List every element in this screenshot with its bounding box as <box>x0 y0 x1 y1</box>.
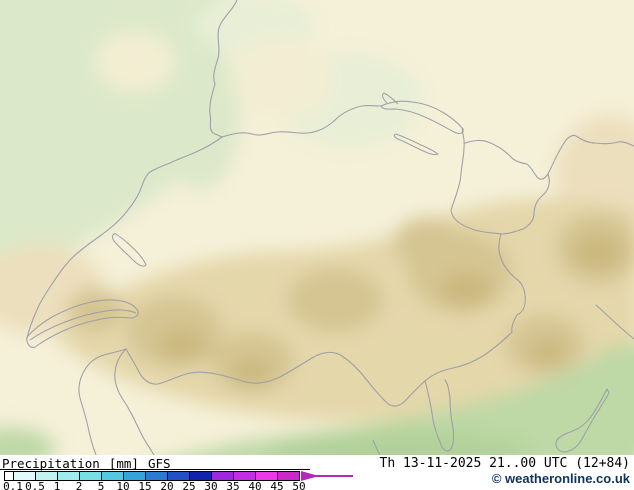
lake-zurich <box>393 133 439 156</box>
legend-cell <box>5 472 14 480</box>
terrain-blob <box>160 40 240 190</box>
border-rhine-north <box>209 0 238 138</box>
legend-cell <box>190 472 212 480</box>
legend-title: Precipitation <box>2 456 100 471</box>
legend-cell <box>124 472 146 480</box>
lake-como <box>555 388 610 453</box>
terrain-blob <box>440 272 492 308</box>
lake-maggiore <box>372 439 381 455</box>
border-rhine-valley <box>450 127 502 235</box>
lakes <box>26 92 610 455</box>
forecast-meta: Th 13-11-2025 21..00 UTC (12+84) © weath… <box>380 456 630 487</box>
terrain-blob <box>158 329 206 361</box>
terrain-blob <box>394 217 462 269</box>
legend-footer: Precipitation [mm] GFS 0.1 0.5 1 2 5 10 15 20 25 30… <box>0 455 634 490</box>
legend-tick-label: 45 <box>270 480 284 490</box>
lake-constance-arm <box>382 92 399 105</box>
legend-cell <box>256 472 278 480</box>
terrain-blob <box>232 38 332 122</box>
legend-tick-label: 20 <box>160 480 174 490</box>
border-french-alps-b <box>78 348 127 455</box>
legend-tick-label: 0.5 <box>25 480 45 490</box>
valid-time: Th 13-11-2025 21..00 UTC (12+84) <box>379 456 630 471</box>
border-ticino-loop <box>424 379 455 452</box>
terrain-layer <box>0 0 634 455</box>
legend-cell <box>14 472 36 480</box>
terrain-blob <box>287 268 383 332</box>
legend-tick-label: 50 <box>292 480 306 490</box>
legend-tick-label: 40 <box>248 480 262 490</box>
legend-underline <box>0 469 310 470</box>
terrain-blob <box>530 339 566 365</box>
arrow-tail <box>301 475 353 477</box>
legend-heading: Precipitation [mm] GFS <box>2 456 180 471</box>
terrain-blob <box>574 234 622 270</box>
legend-cell <box>146 472 168 480</box>
map-image <box>0 0 634 455</box>
legend-tick-label: 10 <box>116 480 130 490</box>
terrain-povalley <box>186 344 634 455</box>
legend-cell <box>234 472 256 480</box>
terrain-blob <box>232 359 272 385</box>
legend-tick-label: 1 <box>53 480 61 490</box>
legend-tick-label: 30 <box>204 480 218 490</box>
lake-geneva-border-line <box>29 309 137 341</box>
legend-model: GFS <box>147 456 171 471</box>
border-graubuenden <box>498 173 550 333</box>
legend-cell <box>102 472 124 480</box>
legend-tick-label: 25 <box>182 480 196 490</box>
border-italy-east <box>595 304 634 340</box>
arrow-head-icon <box>301 471 319 481</box>
border-jura-west <box>26 136 223 339</box>
legend-cell <box>278 472 299 480</box>
legend-cell <box>168 472 190 480</box>
border-swiss-italian <box>125 331 513 407</box>
legend-unit: [mm] <box>108 456 139 471</box>
legend-tick-label: 0.1 <box>3 480 23 490</box>
legend-tick-label: 2 <box>75 480 83 490</box>
border-swiss-german <box>221 105 382 138</box>
legend-overflow-arrow <box>301 471 357 481</box>
lake-neuchatel <box>111 233 147 267</box>
legend-cell <box>212 472 234 480</box>
legend-tick-label: 5 <box>97 480 105 490</box>
terrain-blob <box>67 288 123 332</box>
precipitation-map <box>0 0 634 455</box>
copyright: © weatheronline.co.uk <box>491 471 630 486</box>
legend-tick-row: 0.1 0.5 1 2 5 10 15 20 25 30 35 40 45 50 <box>3 480 334 490</box>
terrain-blob <box>95 32 175 92</box>
border-french-alps-a <box>114 348 155 455</box>
legend-tick-label: 35 <box>226 480 240 490</box>
legend-tick-label: 15 <box>138 480 152 490</box>
legend-cell-row <box>4 471 300 481</box>
country-borders <box>26 0 634 455</box>
legend-cell <box>58 472 80 480</box>
terrain-blob <box>270 430 530 455</box>
terrain-blob <box>0 428 55 455</box>
lake-geneva <box>26 299 139 348</box>
legend-cell <box>80 472 102 480</box>
lake-constance <box>380 100 464 134</box>
legend-cell <box>36 472 58 480</box>
